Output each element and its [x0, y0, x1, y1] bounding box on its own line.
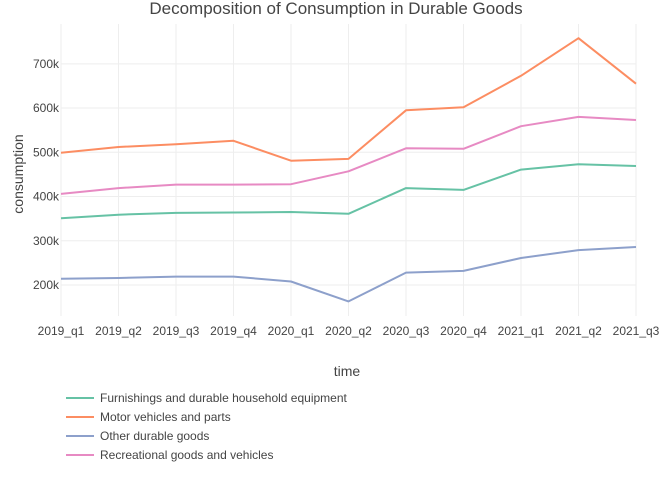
x-tick-label: 2020_q1 [268, 324, 315, 338]
x-axis-ticks: 2019_q1 2019_q2 2019_q3 2019_q4 2020_q1 2020_… [38, 324, 660, 338]
x-tick-label: 2019_q4 [210, 324, 257, 338]
y-tick-label: 700k [33, 57, 60, 71]
series-lines [60, 37, 637, 303]
y-axis-title: consumption [10, 134, 26, 213]
series-line [60, 115, 637, 195]
y-axis-ticks: 200k 300k 400k 500k 600k 700k [33, 57, 60, 292]
legend-label: Motor vehicles and parts [100, 410, 231, 424]
y-tick-label: 300k [33, 234, 60, 248]
series-line [60, 246, 637, 303]
legend-label: Other durable goods [100, 429, 209, 443]
x-tick-label: 2020_q2 [325, 324, 372, 338]
series-line [60, 37, 637, 162]
grid [60, 24, 637, 316]
y-tick-label: 500k [33, 145, 60, 159]
y-tick-label: 200k [33, 278, 60, 292]
y-tick-label: 600k [33, 101, 60, 115]
x-axis-title: time [334, 363, 361, 379]
legend-label: Recreational goods and vehicles [100, 448, 273, 462]
x-tick-label: 2021_q3 [613, 324, 660, 338]
x-tick-label: 2019_q3 [153, 324, 200, 338]
x-tick-label: 2021_q1 [498, 324, 545, 338]
x-tick-label: 2020_q3 [383, 324, 430, 338]
x-tick-label: 2021_q2 [555, 324, 602, 338]
legend: Furnishings and durable household equipm… [66, 391, 348, 462]
legend-label: Furnishings and durable household equipm… [100, 391, 348, 405]
x-tick-label: 2019_q1 [38, 324, 85, 338]
x-tick-label: 2020_q4 [440, 324, 487, 338]
y-tick-label: 400k [33, 190, 60, 204]
series-line [60, 163, 637, 220]
chart-title: Decomposition of Consumption in Durable … [149, 0, 522, 18]
x-tick-label: 2019_q2 [95, 324, 142, 338]
